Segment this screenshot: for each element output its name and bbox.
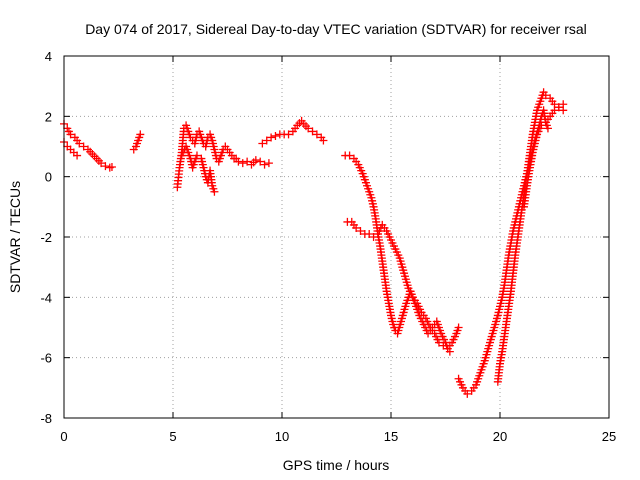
series-arc-7 <box>341 151 454 356</box>
series-arc-4 <box>173 121 273 192</box>
y-tick-label: -2 <box>40 230 52 245</box>
y-tick-label: -8 <box>40 411 52 426</box>
data-point <box>73 151 82 160</box>
data-point <box>454 323 463 332</box>
x-tick-label: 10 <box>275 429 289 444</box>
x-tick-label: 15 <box>384 429 398 444</box>
x-axis-ticks: 0 5 10 15 20 25 <box>60 56 616 444</box>
series-arc-3 <box>129 130 145 154</box>
data-point <box>243 157 252 166</box>
data-points <box>60 88 568 398</box>
series-arc-5 <box>177 142 219 196</box>
data-point <box>251 156 260 165</box>
x-tick-label: 25 <box>602 429 616 444</box>
data-point <box>319 136 328 145</box>
data-point <box>541 91 550 100</box>
data-point <box>256 157 265 166</box>
data-point <box>271 131 280 140</box>
data-point <box>537 121 546 130</box>
data-point <box>559 100 568 109</box>
data-point <box>345 151 354 160</box>
data-point <box>550 106 559 115</box>
data-point <box>365 229 374 238</box>
series-arc-2 <box>60 137 82 160</box>
series-arc-11 <box>519 100 568 211</box>
data-point <box>264 159 273 168</box>
data-point <box>258 139 267 148</box>
y-tick-label: 0 <box>45 170 52 185</box>
data-point <box>554 103 563 112</box>
y-axis-label: SDTVAR / TECUs <box>7 181 23 293</box>
data-point <box>352 223 361 232</box>
data-point <box>434 338 443 347</box>
series-arc-8 <box>343 217 463 353</box>
data-point <box>262 136 271 145</box>
series-arc-1 <box>60 119 116 172</box>
data-point <box>543 124 552 133</box>
chart-title: Day 074 of 2017, Sidereal Day-to-day VTE… <box>85 21 587 37</box>
x-tick-label: 0 <box>60 429 67 444</box>
x-tick-label: 5 <box>169 429 176 444</box>
data-point <box>356 226 365 235</box>
data-point <box>238 159 247 168</box>
data-point <box>304 124 313 133</box>
data-point <box>136 130 145 139</box>
data-point <box>267 133 276 142</box>
data-point <box>463 389 472 398</box>
x-tick-label: 20 <box>493 429 507 444</box>
data-point <box>101 162 110 171</box>
data-point <box>107 163 116 172</box>
y-tick-label: -4 <box>40 290 52 305</box>
y-tick-label: 4 <box>45 49 52 64</box>
data-point <box>97 159 106 168</box>
data-point <box>75 139 84 148</box>
grid-lines <box>64 56 609 418</box>
data-point <box>192 151 201 160</box>
data-point <box>210 187 219 196</box>
data-point <box>308 127 317 136</box>
x-axis-label: GPS time / hours <box>283 457 390 473</box>
y-axis-ticks: -8 -6 -4 -2 0 2 4 <box>40 49 609 426</box>
y-tick-label: -6 <box>40 351 52 366</box>
data-point <box>260 160 269 169</box>
data-point <box>234 157 243 166</box>
series-arc-6 <box>258 116 328 148</box>
y-tick-label: 2 <box>45 109 52 124</box>
data-point <box>284 130 293 139</box>
data-point <box>369 233 378 241</box>
data-point <box>66 130 75 139</box>
data-point <box>79 142 88 151</box>
data-point <box>312 130 321 139</box>
